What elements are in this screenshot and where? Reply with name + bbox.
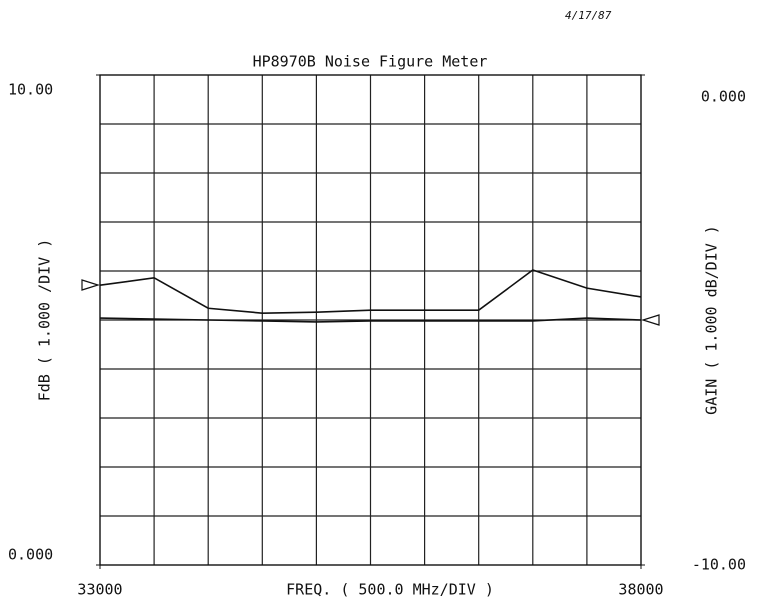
y-tick-label: 0.000	[8, 546, 53, 564]
chart-title: HP8970B Noise Figure Meter	[253, 53, 488, 71]
y2-axis-label: GAIN ( 1.000 dB/DIV )	[703, 225, 721, 415]
series-line	[99, 317, 642, 323]
x-axis-label: FREQ. ( 500.0 MHz/DIV )	[286, 581, 494, 599]
y2-tick-label: -10.00	[692, 556, 746, 574]
x-tick-label: 38000	[618, 581, 663, 599]
ref-marker	[81, 279, 101, 291]
annotation: 4/17/87	[565, 9, 612, 22]
y-axis-label: FdB ( 1.000 /DIV )	[36, 239, 54, 402]
ref-marker	[640, 314, 660, 326]
series-line	[99, 269, 642, 314]
y2-tick-label: 0.000	[701, 88, 746, 106]
y-tick-label: 10.00	[8, 81, 53, 99]
x-tick-label: 33000	[77, 581, 122, 599]
